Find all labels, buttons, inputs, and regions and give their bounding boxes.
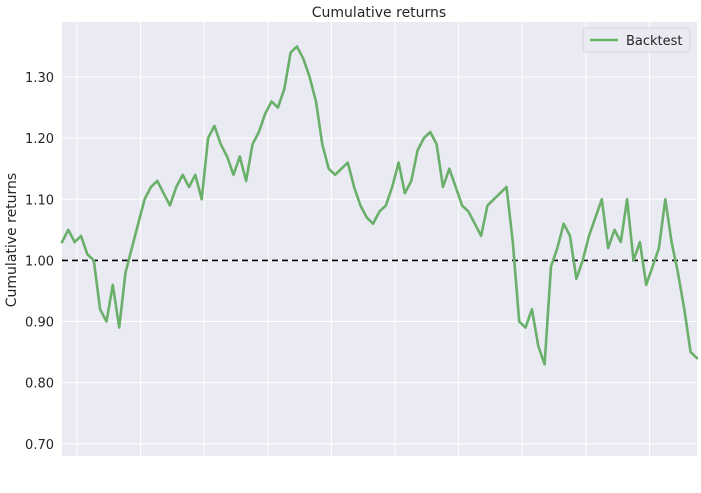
- y-tick-label: 0.80: [25, 377, 54, 392]
- y-tick-labels: 0.70 0.80 0.90 1.00 1.10 1.20 1.30: [25, 71, 54, 453]
- y-tick-label: 1.10: [25, 193, 54, 208]
- y-tick-label: 1.00: [25, 254, 54, 269]
- plot-background: [62, 22, 697, 456]
- series-line-backtest: [60, 45, 699, 366]
- legend: Backtest: [582, 27, 691, 53]
- y-tick-label: 1.20: [25, 132, 54, 147]
- x-gridlines: [76, 22, 650, 456]
- chart-title: Cumulative returns: [312, 5, 446, 21]
- legend-box: [582, 27, 691, 53]
- y-tick-label: 1.30: [25, 71, 54, 86]
- y-tick-label: 0.70: [25, 438, 54, 453]
- y-tick-label: 0.90: [25, 316, 54, 331]
- y-axis-label: Cumulative returns: [4, 173, 20, 307]
- legend-label-backtest: Backtest: [626, 34, 683, 49]
